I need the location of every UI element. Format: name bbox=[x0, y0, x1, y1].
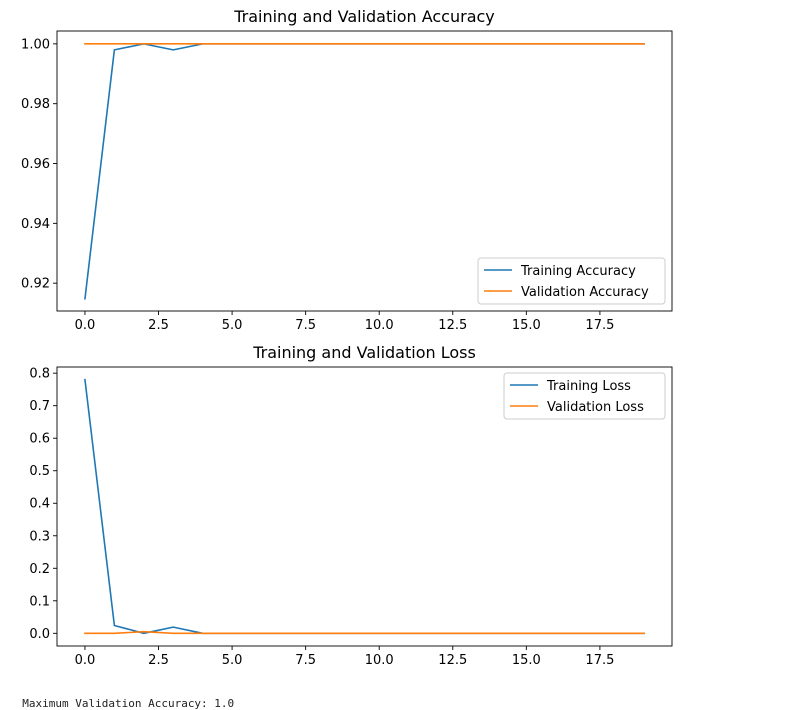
x-tick-label: 12.5 bbox=[438, 653, 467, 668]
x-tick-label: 0.0 bbox=[75, 318, 96, 333]
legend-label: Validation Accuracy bbox=[521, 285, 649, 300]
x-tick-label: 10.0 bbox=[365, 318, 394, 333]
x-tick-label: 15.0 bbox=[512, 318, 541, 333]
legend-box bbox=[503, 372, 666, 420]
x-tick-label: 12.5 bbox=[438, 318, 467, 333]
y-tick-label: 0.7 bbox=[29, 399, 50, 414]
x-tick-label: 2.5 bbox=[148, 318, 169, 333]
x-tick-label: 7.5 bbox=[295, 318, 316, 333]
y-tick-label: 0.3 bbox=[29, 529, 50, 544]
y-tick-label: 0.96 bbox=[21, 157, 50, 172]
x-tick-label: 17.5 bbox=[585, 653, 614, 668]
y-tick-label: 0.8 bbox=[29, 367, 50, 382]
y-tick-label: 0.5 bbox=[29, 464, 50, 479]
x-tick-label: 0.0 bbox=[75, 653, 96, 668]
chart-1: Training and Validation Accuracy 0.0 2.5 5.… bbox=[21, 7, 673, 333]
legend: Training Loss Validation Loss bbox=[503, 372, 666, 420]
y-tick-label: 0.1 bbox=[29, 594, 50, 609]
axes-frame bbox=[56, 30, 673, 312]
max-validation-accuracy-text: Maximum Validation Accuracy: 1.0 bbox=[9, 684, 234, 710]
legend-box bbox=[477, 257, 666, 305]
x-tick-label: 2.5 bbox=[148, 653, 169, 668]
legend: Training Accuracy Validation Accuracy bbox=[477, 257, 666, 305]
y-tick-label: 0.0 bbox=[29, 627, 50, 642]
x-tick-label: 15.0 bbox=[512, 653, 541, 668]
plot-area bbox=[84, 378, 645, 635]
x-tick-label: 17.5 bbox=[585, 318, 614, 333]
x-tick-label: 5.0 bbox=[222, 653, 243, 668]
plot-area bbox=[84, 43, 645, 300]
x-tick-label: 5.0 bbox=[222, 318, 243, 333]
x-tick-label: 10.0 bbox=[365, 653, 394, 668]
chart-title: Training and Validation Accuracy bbox=[233, 7, 495, 26]
y-tick-label: 0.6 bbox=[29, 432, 50, 447]
y-tick-label: 0.92 bbox=[21, 277, 50, 292]
legend-label: Validation Loss bbox=[547, 400, 644, 415]
y-tick-label: 0.94 bbox=[21, 217, 50, 232]
figure: Training and Validation Accuracy 0.0 2.5 5.… bbox=[21, 7, 673, 668]
series-line-validation-loss bbox=[84, 630, 645, 635]
y-tick-label: 1.00 bbox=[21, 37, 50, 52]
legend-label: Training Accuracy bbox=[520, 264, 636, 279]
y-tick-label: 0.4 bbox=[29, 497, 50, 512]
y-tick-label: 0.98 bbox=[21, 97, 50, 112]
x-tick-label: 7.5 bbox=[295, 653, 316, 668]
axes-frame bbox=[56, 366, 673, 647]
legend-label: Training Loss bbox=[546, 379, 631, 394]
max-validation-accuracy-label: Maximum Validation Accuracy: 1.0 bbox=[22, 697, 235, 710]
chart-2: Training and Validation Loss 0.0 2.5 5.0 7.5… bbox=[29, 343, 673, 668]
chart-title: Training and Validation Loss bbox=[252, 343, 476, 362]
y-tick-label: 0.2 bbox=[29, 562, 50, 577]
